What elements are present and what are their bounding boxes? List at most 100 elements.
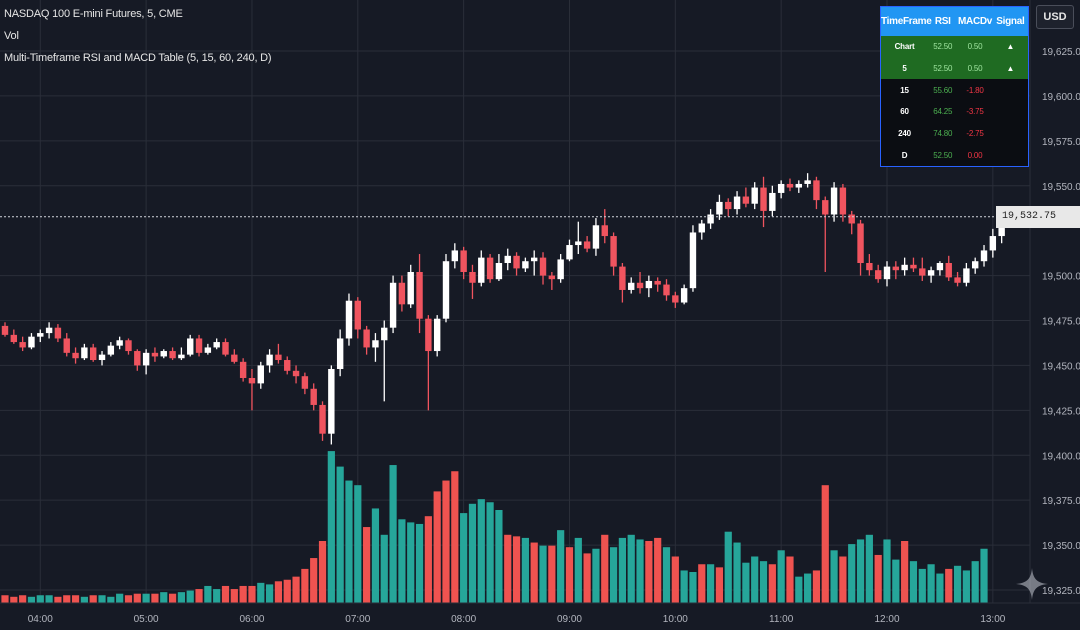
symbol-title[interactable]: NASDAQ 100 E-mini Futures, 5, CME [4, 8, 183, 20]
volume-bar [80, 596, 88, 603]
candle-body [98, 354, 106, 361]
time-axis[interactable]: 04:00 05:00 06:00 07:00 08:00 09:00 10:00 11:00… [0, 602, 1080, 630]
volume-bar [54, 596, 62, 603]
candle-body [557, 259, 564, 280]
candle-body [575, 241, 582, 246]
volume-bar [698, 564, 706, 603]
volume-bar [301, 568, 309, 603]
volume-bar [539, 545, 547, 603]
volume-bar [601, 534, 609, 603]
volume-bar [230, 589, 238, 603]
volume-bar [733, 542, 741, 603]
candle-body [195, 338, 203, 353]
time-tick-label: 09:00 [557, 614, 582, 625]
price-axis[interactable]: 19,625.00 19,600.00 19,575.00 19,550.00 19,5… [1029, 0, 1080, 630]
candle-body [636, 282, 644, 289]
rsi-cell: 52.50 [928, 36, 958, 58]
volume-indicator-label[interactable]: Vol [4, 30, 19, 42]
macdv-cell: 0.50 [957, 36, 993, 58]
candle-body [460, 250, 467, 272]
price-tick-label: 19,500.00 [1042, 272, 1080, 283]
volume-bar [512, 536, 521, 603]
indicator-title[interactable]: Multi-Timeframe RSI and MACD Table (5, 1… [4, 52, 272, 64]
candle-body [733, 196, 741, 210]
candle-body [433, 318, 441, 352]
volume-bar [442, 480, 450, 603]
candle-body [980, 250, 988, 262]
rsi-cell: 52.50 [933, 150, 953, 160]
candle-body [372, 340, 379, 348]
candle-body [874, 270, 882, 280]
volume-bar [177, 592, 185, 603]
volume-bar [63, 595, 71, 603]
candle-body [28, 336, 35, 348]
time-tick-label: 04:00 [28, 614, 53, 625]
volume-bar [318, 541, 327, 603]
volume-bar [777, 550, 785, 603]
candle-body [707, 214, 714, 224]
volume-bar [724, 531, 732, 603]
volume-bar [856, 539, 865, 603]
volume-bar [671, 556, 679, 603]
candle-body [804, 180, 811, 184]
candle-body [266, 354, 273, 366]
volume-bar [786, 556, 794, 603]
signal-cell: ▲ [992, 36, 1028, 58]
candle-body [725, 201, 732, 210]
candle-body [680, 288, 688, 303]
candle-body [689, 232, 697, 289]
candle-body [963, 268, 970, 283]
table-row: 60 64.25 -3.75 [881, 101, 1028, 123]
candle-body [301, 376, 309, 389]
timeframe-cell: 15 [900, 85, 909, 95]
candle-body [619, 266, 626, 290]
candle-body [945, 263, 952, 278]
macdv-cell: -2.75 [966, 128, 984, 138]
table-row: D 52.50 0.00 [881, 144, 1028, 166]
candle-body [716, 201, 723, 215]
timeframe-cell: 240 [898, 128, 911, 138]
volume-bar [398, 519, 406, 603]
volume-bar [486, 502, 494, 603]
table-row: 5 52.50 0.50 ▲ [881, 57, 1028, 80]
candle-body [336, 338, 344, 370]
price-axis-bg [1030, 0, 1080, 630]
candle-body [90, 347, 97, 361]
volume-bar [821, 485, 829, 603]
timeframe-cell: 60 [900, 107, 909, 117]
candle-body [319, 404, 326, 434]
volume-bar [909, 561, 918, 603]
candle-body [777, 183, 785, 193]
price-tick-label: 19,325.00 [1042, 586, 1080, 597]
candle-body [284, 360, 291, 371]
candle-body [125, 340, 132, 352]
volume-bar [707, 564, 715, 603]
candle-body [160, 351, 167, 357]
currency-button[interactable]: USD [1036, 5, 1074, 29]
candle-body [504, 255, 511, 264]
volume-bar [795, 576, 803, 603]
volume-bar [495, 510, 503, 603]
candle-body [522, 261, 529, 269]
candle-body [883, 266, 891, 280]
volume-bar [336, 466, 344, 603]
candle-body [257, 365, 264, 384]
sparkle-icon [1016, 568, 1048, 600]
price-tick-label: 19,575.00 [1042, 137, 1080, 148]
candle-body [592, 225, 600, 249]
volume-bar [98, 595, 106, 603]
rsi-cell: 74.80 [933, 128, 953, 138]
time-tick-label: 08:00 [451, 614, 476, 625]
volume-bar [19, 595, 27, 603]
candle-body [857, 223, 864, 264]
candle-body [54, 327, 62, 339]
volume-bar [168, 593, 177, 603]
candle-body [1, 325, 9, 335]
mtf-rsi-macd-table: TimeFrame RSI MACDv Signal Chart 52.50 0.5… [880, 6, 1029, 167]
volume-bar [883, 539, 891, 603]
volume-bar [759, 561, 768, 603]
volume-bar [839, 556, 847, 603]
candle-body [628, 282, 635, 290]
